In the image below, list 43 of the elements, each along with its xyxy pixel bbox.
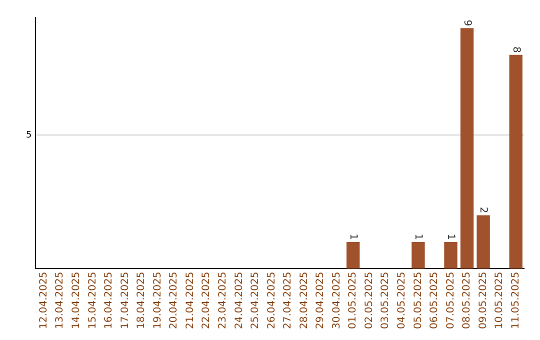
bar bbox=[444, 242, 458, 269]
x-tick-label: 04.05.2025 bbox=[396, 272, 408, 330]
x-tick-label: 13.04.2025 bbox=[54, 272, 66, 330]
x-tick-label: 26.04.2025 bbox=[266, 272, 278, 330]
x-tick-label: 28.04.2025 bbox=[298, 272, 310, 330]
x-tick-label: 21.04.2025 bbox=[184, 272, 196, 330]
data-label: 1 bbox=[445, 234, 456, 240]
x-tick-label: 25.04.2025 bbox=[250, 272, 262, 330]
x-tick-label: 30.04.2025 bbox=[331, 272, 342, 330]
x-tick-label: 06.05.2025 bbox=[429, 272, 440, 330]
x-tick-label: 05.05.2025 bbox=[412, 272, 424, 330]
bar bbox=[412, 242, 425, 269]
x-tick-label: 11.05.2025 bbox=[510, 272, 522, 330]
x-tick-label: 10.05.2025 bbox=[494, 272, 506, 330]
x-tick-label: 20.04.2025 bbox=[168, 272, 180, 330]
x-tick-label: 07.05.2025 bbox=[445, 272, 456, 330]
x-tick-label: 19.04.2025 bbox=[152, 272, 164, 330]
x-tick-label: 12.04.2025 bbox=[38, 272, 50, 330]
x-tick-label: 02.05.2025 bbox=[364, 272, 375, 330]
bar bbox=[346, 242, 360, 269]
x-tick-label: 03.05.2025 bbox=[380, 272, 392, 330]
bar bbox=[476, 215, 490, 269]
x-tick-label: 16.04.2025 bbox=[104, 272, 115, 330]
data-label: 9 bbox=[461, 20, 472, 26]
data-label: 2 bbox=[478, 206, 489, 214]
data-label: 1 bbox=[348, 234, 359, 240]
x-tick-label: 14.04.2025 bbox=[71, 272, 82, 330]
x-tick-label: 27.04.2025 bbox=[282, 272, 294, 330]
x-tick-label: 17.04.2025 bbox=[120, 272, 131, 330]
x-tick-label: 08.05.2025 bbox=[462, 272, 473, 330]
x-tick-label: 29.04.2025 bbox=[315, 272, 326, 330]
x-tick-label: 18.04.2025 bbox=[136, 272, 148, 330]
x-tick-label: 22.04.2025 bbox=[201, 272, 212, 330]
x-tick-label: 23.04.2025 bbox=[217, 272, 228, 330]
y-tick-label: 5 bbox=[26, 130, 32, 140]
x-tick-label: 15.04.2025 bbox=[87, 272, 98, 330]
x-tick-label: 24.04.2025 bbox=[234, 272, 245, 330]
data-label: 1 bbox=[412, 234, 424, 240]
x-tick-label: 09.05.2025 bbox=[478, 272, 489, 330]
data-label: 8 bbox=[510, 46, 522, 53]
bar bbox=[509, 54, 522, 269]
bar bbox=[460, 28, 474, 269]
x-tick-label: 01.05.2025 bbox=[348, 272, 359, 330]
